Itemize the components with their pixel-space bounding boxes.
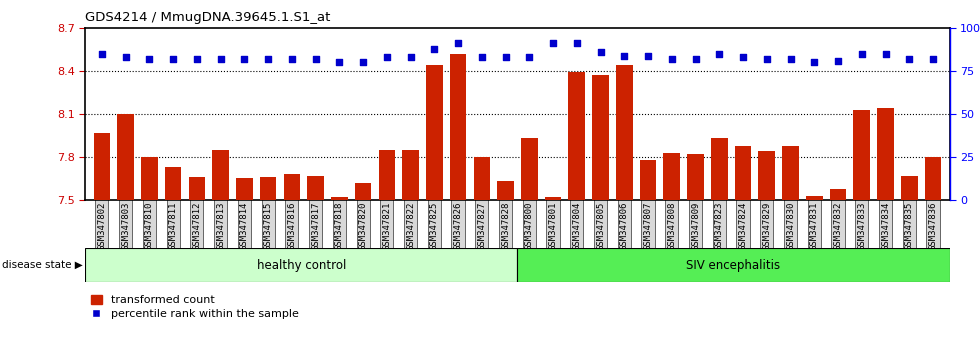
Point: [498, 55, 514, 60]
Point: [118, 55, 133, 60]
Point: [474, 55, 490, 60]
Point: [521, 55, 537, 60]
Point: [569, 41, 585, 46]
Bar: [710, 138, 727, 200]
Point: [759, 56, 774, 62]
Bar: [640, 160, 657, 200]
Bar: [378, 150, 395, 200]
Bar: [236, 178, 253, 200]
Bar: [331, 197, 348, 200]
Point: [735, 55, 751, 60]
Bar: [759, 151, 775, 200]
Bar: [517, 248, 950, 282]
Point: [663, 56, 679, 62]
Point: [783, 56, 799, 62]
Bar: [877, 108, 894, 200]
Bar: [473, 157, 490, 200]
Point: [189, 56, 205, 62]
Point: [308, 56, 323, 62]
Bar: [213, 150, 229, 200]
Point: [902, 56, 917, 62]
Point: [688, 56, 704, 62]
Bar: [663, 153, 680, 200]
Bar: [830, 189, 847, 200]
Bar: [85, 248, 517, 282]
Point: [379, 55, 395, 60]
Bar: [283, 174, 300, 200]
Bar: [426, 65, 443, 200]
Text: healthy control: healthy control: [257, 258, 346, 272]
Bar: [260, 177, 276, 200]
Bar: [188, 177, 205, 200]
Bar: [901, 176, 917, 200]
Point: [640, 53, 656, 58]
Bar: [592, 75, 609, 200]
Bar: [355, 183, 371, 200]
Point: [213, 56, 228, 62]
Bar: [616, 65, 633, 200]
Point: [284, 56, 300, 62]
Point: [426, 46, 442, 51]
Point: [830, 58, 846, 63]
Legend: transformed count, percentile rank within the sample: transformed count, percentile rank withi…: [91, 295, 299, 319]
Point: [925, 56, 941, 62]
Bar: [545, 197, 562, 200]
Bar: [925, 157, 942, 200]
Text: SIV encephalitis: SIV encephalitis: [686, 258, 781, 272]
Bar: [735, 145, 752, 200]
Bar: [497, 181, 514, 200]
Point: [94, 51, 110, 57]
Point: [450, 41, 465, 46]
Bar: [687, 154, 704, 200]
Bar: [854, 110, 870, 200]
Point: [593, 49, 609, 55]
Point: [711, 51, 727, 57]
Bar: [450, 54, 466, 200]
Bar: [93, 133, 110, 200]
Point: [331, 59, 347, 65]
Point: [545, 41, 561, 46]
Bar: [308, 176, 324, 200]
Point: [616, 53, 632, 58]
Point: [878, 51, 894, 57]
Bar: [141, 157, 158, 200]
Text: GDS4214 / MmugDNA.39645.1.S1_at: GDS4214 / MmugDNA.39645.1.S1_at: [85, 11, 330, 24]
Point: [166, 56, 181, 62]
Point: [403, 55, 418, 60]
Bar: [402, 150, 418, 200]
Bar: [521, 138, 538, 200]
Bar: [165, 167, 181, 200]
Point: [236, 56, 252, 62]
Point: [261, 56, 276, 62]
Bar: [782, 145, 799, 200]
Text: disease state ▶: disease state ▶: [2, 260, 82, 270]
Point: [854, 51, 869, 57]
Bar: [806, 196, 822, 200]
Bar: [568, 73, 585, 200]
Point: [141, 56, 157, 62]
Point: [355, 59, 370, 65]
Bar: [118, 114, 134, 200]
Point: [807, 59, 822, 65]
